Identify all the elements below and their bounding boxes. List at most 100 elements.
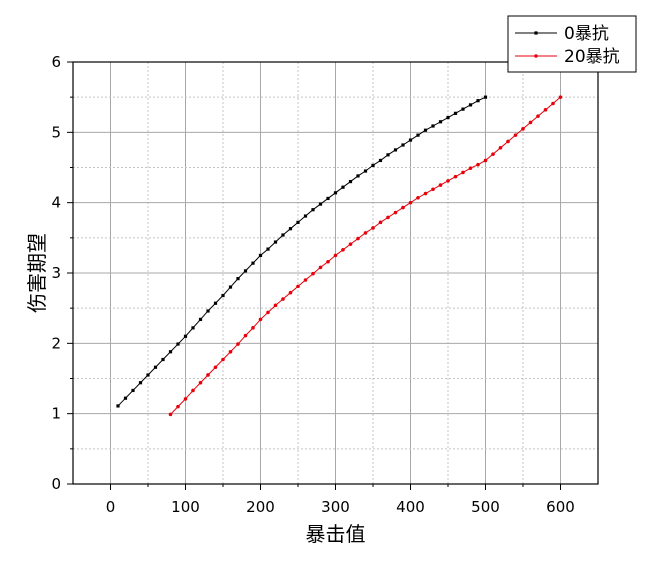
x-tick-label: 0 — [106, 498, 116, 516]
series-1-line — [170, 96, 561, 415]
series-0-point — [123, 396, 128, 400]
series-1-point — [498, 146, 503, 150]
series-0-point — [476, 99, 480, 103]
series-0-point — [303, 214, 308, 218]
series-1-point — [221, 357, 225, 362]
series-1-point — [258, 317, 263, 322]
series-1-point — [281, 297, 285, 301]
series-1-point — [228, 349, 233, 354]
series-1-point — [266, 310, 270, 315]
series-1-point — [356, 236, 360, 241]
series-0-point — [386, 153, 390, 157]
series-1-point — [236, 342, 240, 346]
series-1-point — [461, 170, 465, 175]
series-1-point — [183, 397, 188, 401]
series-1-point — [296, 284, 300, 289]
series-0-point — [191, 326, 195, 330]
x-axis-title: 暴击值 — [306, 522, 366, 546]
series-0-point — [363, 169, 368, 173]
y-tick-label: 6 — [51, 53, 61, 71]
series-1-point — [438, 183, 443, 187]
series-0-point — [453, 111, 458, 115]
series-0-point — [258, 253, 263, 258]
y-tick-label: 5 — [51, 123, 61, 141]
series-0-line — [117, 96, 486, 407]
series-1-point — [168, 412, 173, 417]
series-0-point — [318, 202, 323, 206]
series-1-point — [318, 265, 323, 270]
series-1-point — [341, 247, 345, 252]
y-axis-title: 伤害期望 — [25, 233, 49, 313]
legend-marker-1 — [534, 54, 538, 58]
series-1-point — [521, 127, 525, 131]
series-1-point — [243, 333, 248, 338]
series-0-point — [116, 404, 120, 408]
legend-item-1: 20暴抗 — [515, 47, 620, 67]
series-0 — [116, 95, 488, 408]
legend-box — [507, 15, 637, 73]
series-0-point — [161, 357, 165, 362]
series-layer — [116, 95, 563, 417]
series-0-point — [348, 179, 353, 184]
series-0-point — [296, 220, 300, 224]
series-1-point — [401, 205, 405, 210]
series-1 — [168, 95, 563, 417]
series-0-point — [176, 342, 180, 346]
series-0-point — [206, 309, 210, 313]
grid — [73, 62, 598, 484]
series-0-point — [288, 227, 293, 231]
x-tick-label: 200 — [246, 498, 275, 516]
series-0-point — [273, 240, 278, 244]
y-tick-label: 4 — [51, 194, 61, 212]
series-1-point — [176, 404, 180, 409]
series-1-point — [543, 108, 548, 112]
series-0-point — [243, 269, 248, 273]
legend-label-0: 0暴抗 — [564, 24, 609, 44]
series-0-point — [138, 381, 143, 385]
series-1-point — [453, 174, 458, 179]
series-1-point — [348, 242, 353, 246]
series-0-point — [468, 103, 473, 107]
series-0-point — [326, 196, 330, 201]
series-1-point — [191, 388, 195, 393]
series-1-point — [408, 200, 413, 205]
series-1-point — [528, 120, 533, 125]
series-0-point — [281, 233, 285, 237]
series-1-point — [206, 373, 210, 377]
series-1-point — [468, 166, 473, 171]
series-1-point — [491, 152, 495, 156]
series-0-point — [213, 301, 218, 305]
legend: 0暴抗 20暴抗 — [507, 15, 637, 73]
series-1-point — [386, 215, 390, 220]
series-0-point — [251, 261, 255, 265]
series-1-point — [551, 101, 555, 106]
series-0-point — [446, 115, 450, 120]
series-1-point — [363, 231, 368, 235]
series-1-point — [288, 290, 293, 295]
series-0-point — [401, 143, 405, 147]
series-1-point — [213, 365, 218, 370]
series-1-point — [311, 271, 315, 276]
series-1-point — [476, 162, 480, 167]
series-0-point — [416, 133, 420, 137]
series-0-point — [183, 334, 188, 338]
series-1-point — [198, 380, 203, 385]
series-0-point — [198, 317, 203, 322]
series-0-point — [431, 124, 435, 128]
series-1-point — [378, 220, 383, 225]
y-tick-label: 0 — [51, 475, 61, 493]
series-1-point — [536, 114, 540, 118]
series-0-point — [423, 128, 428, 132]
series-0-point — [438, 120, 443, 124]
legend-marker-0 — [534, 31, 538, 35]
series-0-point — [408, 138, 413, 142]
series-0-point — [168, 350, 173, 354]
series-0-point — [221, 293, 225, 298]
series-1-point — [393, 210, 398, 215]
series-0-point — [146, 373, 150, 377]
x-tick-label: 300 — [321, 498, 350, 516]
series-0-point — [333, 191, 338, 195]
ticks: 0 100 200 300 400 500 600 0 1 2 3 4 5 6 — [51, 53, 574, 516]
y-tick-label: 1 — [51, 405, 61, 423]
